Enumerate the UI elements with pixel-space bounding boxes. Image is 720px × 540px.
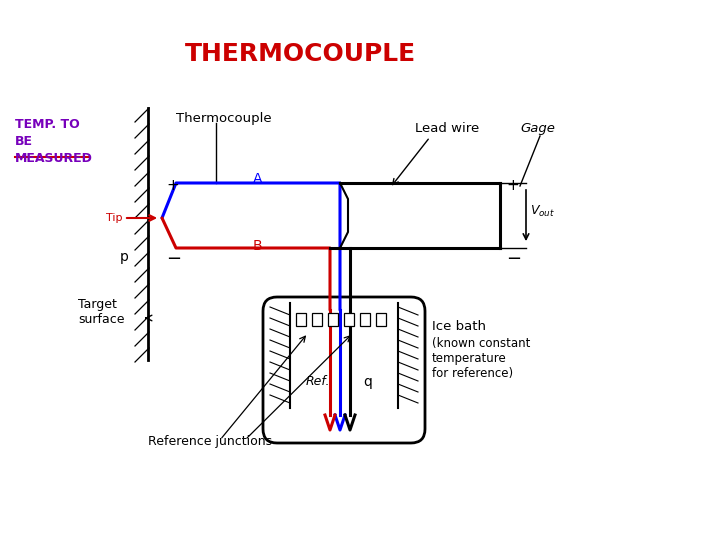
Text: +: + <box>506 178 518 193</box>
Text: +: + <box>166 178 179 193</box>
Text: (known constant: (known constant <box>432 337 531 350</box>
Text: for reference): for reference) <box>432 367 513 380</box>
Text: Gage: Gage <box>520 122 555 135</box>
Text: Ice bath: Ice bath <box>432 320 486 333</box>
Text: TEMP. TO
BE
MEASURED: TEMP. TO BE MEASURED <box>15 118 93 165</box>
Text: q: q <box>363 375 372 389</box>
Text: THERMOCOUPLE: THERMOCOUPLE <box>184 42 415 66</box>
Text: p: p <box>120 250 129 264</box>
Bar <box>360 313 370 326</box>
Text: temperature: temperature <box>432 352 507 365</box>
FancyBboxPatch shape <box>263 297 425 443</box>
Bar <box>296 313 306 326</box>
Text: Thermocouple: Thermocouple <box>176 112 271 125</box>
Text: Ref.: Ref. <box>306 375 330 388</box>
Text: −: − <box>506 250 521 268</box>
Text: B: B <box>253 239 263 253</box>
Text: $V_{out}$: $V_{out}$ <box>530 204 555 219</box>
Text: Tip: Tip <box>106 213 122 223</box>
Text: A: A <box>253 172 263 186</box>
Text: Reference junctions: Reference junctions <box>148 435 272 448</box>
Text: Lead wire: Lead wire <box>415 122 480 135</box>
Bar <box>376 313 386 326</box>
Text: Target
surface: Target surface <box>78 298 125 326</box>
Text: −: − <box>166 250 181 268</box>
Bar <box>328 313 338 326</box>
Bar <box>312 313 322 326</box>
Bar <box>344 313 354 326</box>
